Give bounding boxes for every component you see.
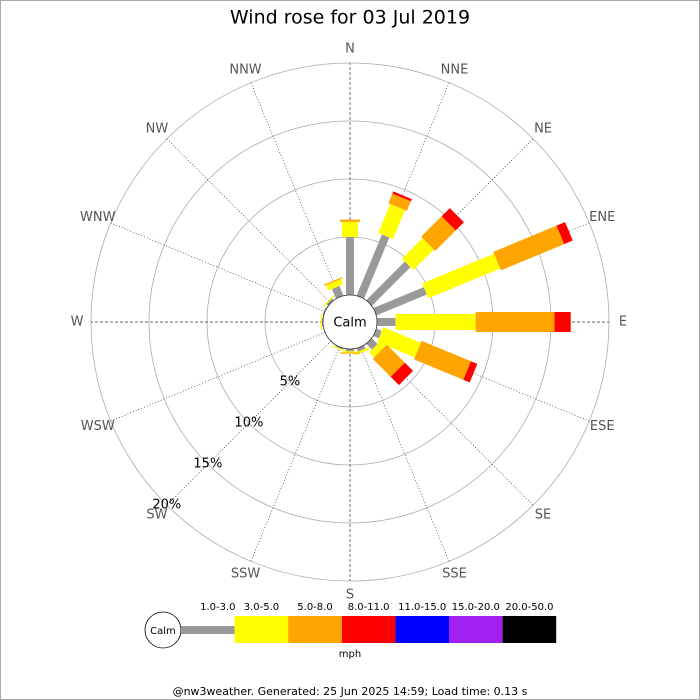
bar-segment [378, 203, 406, 240]
bar-segment [369, 341, 386, 358]
direction-label: SW [146, 508, 167, 523]
legend-label: 3.0-5.0 [244, 602, 279, 613]
bar-segment [342, 221, 358, 237]
bar-segment [392, 191, 412, 202]
bar-segment [366, 261, 411, 306]
bar-segment [413, 340, 471, 380]
direction-label: WSW [81, 419, 115, 434]
direction-label: W [71, 315, 84, 330]
bar-segment [326, 298, 334, 306]
direction-label: ENE [589, 210, 615, 225]
legend-swatch [234, 616, 289, 643]
bar-segment [346, 237, 354, 295]
bar-segment [554, 312, 571, 332]
bar-segment [322, 307, 327, 316]
bar-segment [373, 287, 427, 316]
bar-segment [331, 285, 344, 299]
legend-swatch [449, 616, 503, 643]
bar-segment [390, 362, 414, 386]
legend-swatch [288, 616, 342, 643]
bar-segment [331, 344, 347, 353]
direction-label: E [619, 315, 627, 330]
bar-segment [340, 352, 360, 354]
direction-label: SE [535, 508, 551, 523]
bar-segment [342, 351, 358, 353]
bar-segment [372, 344, 405, 377]
legend-swatch [341, 616, 396, 643]
direction-label: NNW [229, 62, 261, 77]
legend-swatch [502, 616, 557, 643]
legend-swatch [395, 616, 449, 643]
bar-segment [377, 318, 396, 326]
bar-segment [320, 314, 322, 330]
legend-swatch [181, 626, 235, 634]
unit-label: mph [339, 649, 361, 660]
direction-label: S [346, 588, 354, 603]
bar-segment [475, 312, 555, 332]
footer: @nw3weather. Generated: 25 Jun 2025 14:5… [173, 685, 528, 698]
direction-label: N [345, 42, 355, 57]
bar-segment [441, 208, 464, 231]
r-tick-label: 10% [234, 416, 263, 431]
legend-calm-label: Calm [150, 626, 176, 637]
direction-label: ESE [590, 419, 615, 434]
bar-segment [323, 277, 343, 286]
direction-label: NW [146, 121, 169, 136]
legend-label: 1.0-3.0 [200, 602, 235, 613]
bar-segment [326, 278, 344, 291]
bar-segment [463, 361, 478, 383]
bar-segment [322, 294, 335, 307]
chart-title: Wind rose for 03 Jul 2019 [230, 7, 470, 29]
bar-segment [356, 234, 390, 299]
bar-segment [346, 349, 354, 352]
bar-segment [356, 345, 366, 352]
r-tick-label: 15% [193, 457, 222, 472]
bar-segment [395, 314, 476, 330]
legend-label: 20.0-50.0 [505, 602, 553, 613]
calm-label: Calm [333, 316, 366, 331]
bar-segment [421, 216, 456, 251]
direction-label: SSE [442, 567, 467, 582]
bar-segment [340, 219, 360, 222]
bar-segment [388, 193, 411, 211]
bar-segment [377, 327, 421, 358]
bar-segment [493, 225, 565, 271]
legend-label: 15.0-20.0 [452, 602, 500, 613]
direction-label: NE [534, 121, 552, 136]
direction-label: NNE [441, 62, 469, 77]
bar-segment [335, 345, 344, 350]
calm-circle [322, 294, 378, 350]
legend-label: 11.0-15.0 [398, 602, 446, 613]
direction-label: SSW [231, 567, 261, 582]
bar-segment [422, 253, 501, 299]
direction-label: WNW [80, 210, 116, 225]
bar-segment [556, 222, 573, 245]
legend-label: 5.0-8.0 [297, 602, 332, 613]
bar-segment [401, 238, 434, 271]
legend-label: 8.0-11.0 [348, 602, 390, 613]
